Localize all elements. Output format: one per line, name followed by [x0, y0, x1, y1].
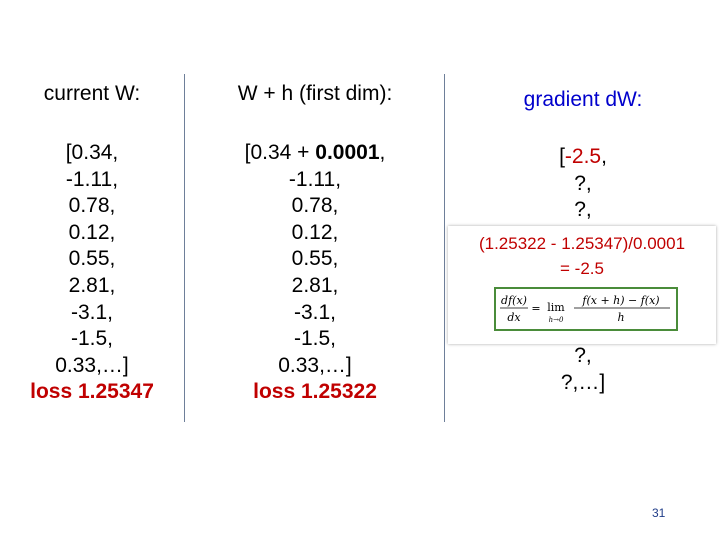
value-item: 0.33,…]: [278, 353, 352, 377]
value-item: 2.81,: [291, 273, 339, 297]
formula-limit: lim: [547, 301, 565, 314]
calculation-expression: (1.25322 - 1.25347)/0.0001: [478, 234, 686, 253]
formula-equals: =: [531, 302, 540, 315]
value-item: ?,: [574, 171, 592, 195]
calculation-result: = -2.5: [560, 259, 604, 278]
current-w-header: current W:: [43, 82, 141, 105]
w-plus-h-values: [0.34 + 0.0001, -1.11, 0.78, 0.12, 0.55,…: [186, 140, 444, 406]
formula-limit-subscript: h→0: [549, 316, 564, 324]
calculation-callout: (1.25322 - 1.25347)/0.0001 = -2.5 df(x) …: [448, 226, 716, 344]
value-item: [0.34,: [65, 141, 119, 164]
gradient-values-bottom: ?, ?,…]: [446, 343, 720, 396]
value-item: 0.78,: [291, 194, 339, 218]
value-item-perturbed: [0.34 + 0.0001,: [244, 141, 386, 164]
value-item: 0.55,: [68, 247, 116, 271]
value-item: 0.12,: [68, 220, 116, 244]
value-item: 0.33,…]: [55, 353, 129, 377]
derivative-formula-graphic: df(x) dx = lim h→0 f(x + h) − f(x) h: [500, 294, 670, 324]
column-divider: [184, 74, 185, 422]
value-item: ?,: [574, 344, 592, 367]
formula-rhs-denominator: h: [617, 311, 624, 324]
value-item: 0.78,: [68, 194, 116, 218]
value-item: ?,…]: [560, 370, 606, 394]
formula-lhs-denominator: dx: [507, 311, 521, 324]
derivative-formula: df(x) dx = lim h→0 f(x + h) − f(x) h: [494, 287, 678, 331]
value-item: -1.11,: [288, 167, 342, 191]
page-number: 31: [652, 506, 666, 520]
gradient-header: gradient dW:: [523, 88, 643, 111]
gradient-values-top: [-2.5, ?, ?,: [446, 144, 720, 224]
current-loss: loss 1.25347: [30, 380, 154, 404]
gradient-first-value: [-2.5,: [559, 145, 607, 168]
formula-lhs-numerator: df(x): [501, 294, 527, 307]
perturbed-loss: loss 1.25322: [253, 380, 377, 404]
value-item: -1.11,: [65, 167, 119, 191]
current-w-values: [0.34, -1.11, 0.78, 0.12, 0.55, 2.81, -3…: [0, 140, 184, 406]
w-plus-h-header: W + h (first dim):: [237, 82, 393, 105]
formula-rhs-numerator: f(x + h) − f(x): [581, 294, 659, 307]
value-item: -3.1,: [70, 300, 114, 324]
value-item: -1.5,: [70, 327, 114, 351]
value-item: ?,: [574, 198, 592, 222]
value-item: 2.81,: [68, 273, 116, 297]
value-item: 0.12,: [291, 220, 339, 244]
value-item: 0.55,: [291, 247, 339, 271]
value-item: -1.5,: [293, 327, 337, 351]
computed-gradient: -2.5: [564, 145, 602, 168]
value-item: -3.1,: [293, 300, 337, 324]
step-size: 0.0001: [315, 141, 380, 164]
column-divider: [444, 74, 445, 422]
